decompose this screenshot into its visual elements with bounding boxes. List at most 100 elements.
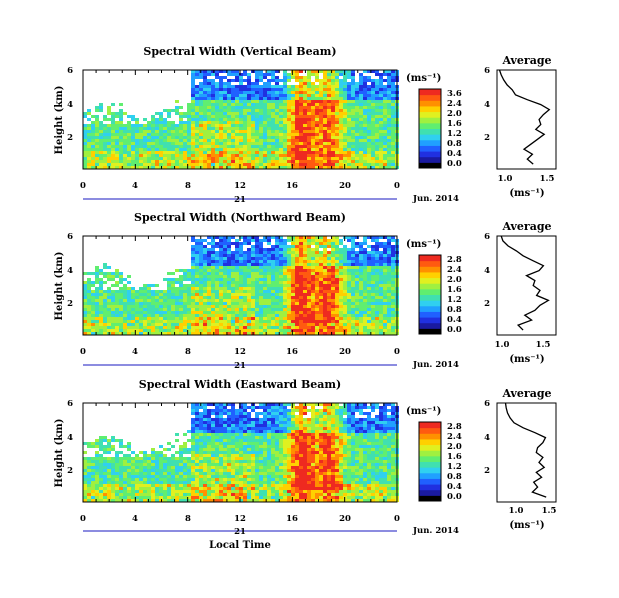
heatmap-cell: [279, 284, 283, 287]
heatmap-cell: [363, 323, 367, 326]
heatmap-cell: [239, 293, 243, 296]
heatmap-cell: [219, 281, 223, 284]
heatmap-cell: [243, 85, 247, 88]
heatmap-cell: [99, 133, 103, 136]
heatmap-cell: [171, 493, 175, 496]
heatmap-cell: [315, 242, 319, 245]
heatmap-cell: [271, 296, 275, 299]
heatmap-cell: [307, 320, 311, 323]
heatmap-cell: [183, 475, 187, 478]
heatmap-cell: [279, 109, 283, 112]
heatmap-cell: [303, 305, 307, 308]
heatmap-cell: [283, 326, 287, 329]
heatmap-cell: [215, 269, 219, 272]
heatmap-cell: [115, 163, 119, 166]
heatmap-cell: [235, 112, 239, 115]
heatmap-cell: [267, 73, 271, 76]
heatmap-cell: [271, 157, 275, 160]
heatmap-cell: [195, 281, 199, 284]
heatmap-cell: [387, 242, 391, 245]
heatmap-cell: [119, 118, 123, 121]
heatmap-cell: [235, 118, 239, 121]
heatmap-cell: [323, 260, 327, 263]
heatmap-cell: [91, 326, 95, 329]
heatmap-cell: [323, 94, 327, 97]
heatmap-cell: [271, 70, 275, 73]
heatmap-cell: [347, 296, 351, 299]
heatmap-cell: [83, 112, 87, 115]
heatmap-cell: [175, 320, 179, 323]
heatmap-cell: [267, 275, 271, 278]
heatmap-cell: [363, 275, 367, 278]
heatmap-cell: [155, 145, 159, 148]
heatmap-cell: [207, 308, 211, 311]
heatmap-cell: [351, 296, 355, 299]
heatmap-cell: [111, 145, 115, 148]
heatmap-cell: [247, 260, 251, 263]
heatmap-cell: [155, 326, 159, 329]
heatmap-cell: [247, 299, 251, 302]
heatmap-cell: [123, 124, 127, 127]
heatmap-cell: [363, 281, 367, 284]
heatmap-cell: [83, 299, 87, 302]
heatmap-cell: [327, 326, 331, 329]
heatmap-cell: [195, 257, 199, 260]
heatmap-cell: [155, 463, 159, 466]
heatmap-cell: [91, 305, 95, 308]
heatmap-cell: [259, 97, 263, 100]
heatmap-cell: [227, 299, 231, 302]
heatmap-cell: [331, 163, 335, 166]
heatmap-cell: [211, 263, 215, 266]
heatmap-cell: [363, 76, 367, 79]
heatmap-cell: [83, 469, 87, 472]
heatmap-cell: [255, 326, 259, 329]
heatmap-cell: [199, 299, 203, 302]
heatmap-cell: [211, 290, 215, 293]
heatmap-cell: [367, 85, 371, 88]
heatmap-cell: [111, 469, 115, 472]
heatmap-cell: [239, 329, 243, 332]
heatmap-cell: [259, 148, 263, 151]
heatmap-cell: [239, 263, 243, 266]
heatmap-cell: [83, 308, 87, 311]
heatmap-cell: [99, 317, 103, 320]
heatmap-cell: [131, 145, 135, 148]
heatmap-cell: [391, 91, 395, 94]
heatmap-cell: [191, 260, 195, 263]
colorbar-swatch: [419, 122, 441, 129]
heatmap-cell: [279, 296, 283, 299]
heatmap-cell: [175, 142, 179, 145]
heatmap-cell: [379, 278, 383, 281]
heatmap-cell: [219, 263, 223, 266]
heatmap-cell: [231, 302, 235, 305]
heatmap-cell: [315, 296, 319, 299]
heatmap-cell: [131, 157, 135, 160]
heatmap-cell: [223, 251, 227, 254]
heatmap-cell: [167, 166, 171, 169]
heatmap-cell: [359, 293, 363, 296]
heatmap-cell: [179, 148, 183, 151]
heatmap-cell: [175, 127, 179, 130]
heatmap-cell: [311, 272, 315, 275]
heatmap-cell: [219, 70, 223, 73]
heatmap-cell: [83, 481, 87, 484]
heatmap-cell: [319, 332, 323, 335]
heatmap-cell: [295, 314, 299, 317]
heatmap-cell: [303, 151, 307, 154]
heatmap-cell: [295, 281, 299, 284]
heatmap-cell: [267, 154, 271, 157]
heatmap-cell: [339, 311, 343, 314]
heatmap-cell: [387, 85, 391, 88]
heatmap-cell: [347, 91, 351, 94]
heatmap-cell: [307, 124, 311, 127]
heatmap-cell: [375, 85, 379, 88]
heatmap-cell: [139, 308, 143, 311]
heatmap-cell: [127, 160, 131, 163]
heatmap-cell: [219, 296, 223, 299]
heatmap-cell: [191, 73, 195, 76]
heatmap-cell: [383, 88, 387, 91]
heatmap-cell: [187, 326, 191, 329]
heatmap-cell: [123, 112, 127, 115]
heatmap-cell: [311, 133, 315, 136]
heatmap-cell: [163, 320, 167, 323]
